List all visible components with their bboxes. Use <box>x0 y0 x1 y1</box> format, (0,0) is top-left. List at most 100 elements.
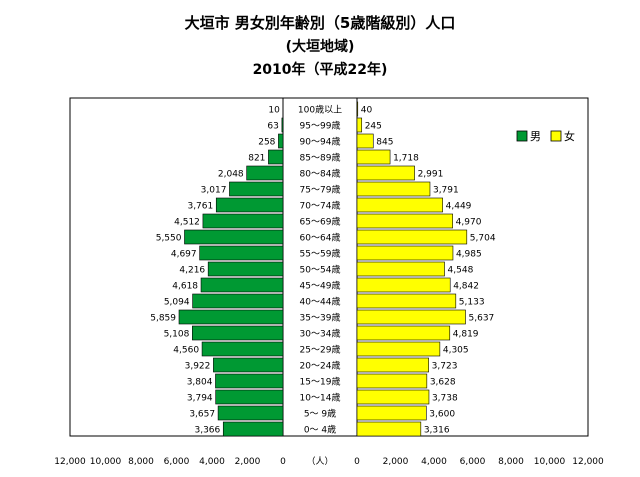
plot-frame <box>69 97 589 437</box>
age-group-label: 15～19歳 <box>300 376 341 388</box>
value-label-male: 3,017 <box>201 186 227 196</box>
x-tick-label-left: 10,000 <box>90 457 122 467</box>
age-group-label: 90～94歳 <box>300 136 341 148</box>
value-label-male: 4,697 <box>171 250 197 260</box>
bar-male <box>215 373 284 389</box>
x-tick-label-left: 0 <box>280 457 286 467</box>
bar-female <box>356 341 441 357</box>
age-group-label: 40～44歳 <box>300 296 341 308</box>
bar-female <box>356 421 422 437</box>
bar-female <box>356 101 359 117</box>
bar-male <box>229 181 284 197</box>
value-label-male: 10 <box>268 106 280 116</box>
bar-male <box>213 357 284 373</box>
bar-female <box>356 245 454 261</box>
age-group-label: 45～49歳 <box>300 280 341 292</box>
value-label-male: 3,794 <box>187 394 213 404</box>
chart-title: 大垣市 男女別年齢別（5歳階級別）人口 <box>185 14 456 32</box>
age-group-label: 100歳以上 <box>298 104 342 116</box>
value-label-female: 40 <box>361 106 373 116</box>
value-label-female: 3,791 <box>433 186 459 196</box>
bar-female <box>356 229 468 245</box>
bar-female <box>356 389 430 405</box>
bar-female <box>356 117 363 133</box>
value-label-female: 5,704 <box>470 234 496 244</box>
value-label-female: 4,970 <box>456 218 482 228</box>
age-group-label: 50～54歳 <box>300 264 341 276</box>
value-label-female: 3,628 <box>430 378 456 388</box>
age-group-label: 55～59歳 <box>300 248 341 260</box>
bar-female <box>356 357 429 373</box>
value-label-male: 4,618 <box>172 282 198 292</box>
value-label-male: 5,550 <box>156 234 182 244</box>
value-label-male: 3,366 <box>194 426 220 436</box>
bar-female <box>356 293 457 309</box>
value-label-male: 3,761 <box>187 202 213 212</box>
x-tick-label-right: 12,000 <box>572 457 604 467</box>
value-label-female: 4,985 <box>456 250 482 260</box>
value-label-male: 5,108 <box>164 330 190 340</box>
x-tick-label-left: 8,000 <box>128 457 154 467</box>
value-label-male: 4,512 <box>174 218 200 228</box>
value-label-female: 2,991 <box>418 170 444 180</box>
age-group-label: 25～29歳 <box>300 344 341 356</box>
bar-male <box>192 293 284 309</box>
value-label-female: 845 <box>376 138 393 148</box>
age-group-label: 80～84歳 <box>300 168 341 180</box>
bar-female <box>356 133 374 149</box>
chart-subtitle-region: (大垣地域) <box>286 38 355 55</box>
x-tick-label-right: 0 <box>354 457 360 467</box>
value-label-female: 4,819 <box>453 330 479 340</box>
age-group-label: 0～ 4歳 <box>304 424 336 436</box>
x-tick-label-left: 12,000 <box>54 457 86 467</box>
value-label-female: 3,600 <box>429 410 455 420</box>
bar-female <box>356 261 445 277</box>
value-label-male: 4,216 <box>179 266 205 276</box>
bar-female <box>356 165 415 181</box>
value-label-male: 4,560 <box>173 346 199 356</box>
bar-female <box>356 325 451 341</box>
bar-male <box>192 325 284 341</box>
bar-male <box>202 213 284 229</box>
value-label-male: 5,859 <box>150 314 176 324</box>
age-group-label: 70～74歳 <box>300 200 341 212</box>
bar-male <box>215 389 284 405</box>
labels-group: 10 40 100歳以上 63 245 95～99歳 258 845 90～94歳 821 1,71… <box>150 104 496 436</box>
value-label-female: 4,842 <box>453 282 479 292</box>
bar-male <box>281 117 284 133</box>
value-label-female: 4,548 <box>448 266 474 276</box>
bar-male <box>207 261 284 277</box>
age-group-label: 30～34歳 <box>300 328 341 340</box>
bar-female <box>356 405 427 421</box>
bar-male <box>278 133 284 149</box>
bar-male <box>268 149 284 165</box>
x-tick-label-right: 8,000 <box>498 457 524 467</box>
value-label-male: 3,922 <box>185 362 211 372</box>
age-group-label: 95～99歳 <box>300 120 341 132</box>
legend-label-male: 男 <box>530 130 541 143</box>
x-tick-label-left: 6,000 <box>164 457 190 467</box>
bar-female <box>356 181 431 197</box>
bar-male <box>217 405 284 421</box>
value-label-female: 5,133 <box>459 298 485 308</box>
bar-female <box>356 373 428 389</box>
bar-male <box>199 245 284 261</box>
bar-female <box>356 277 451 293</box>
x-tick-label-left: 4,000 <box>199 457 225 467</box>
x-tick-label-right: 4,000 <box>421 457 447 467</box>
legend: 男 女 <box>516 129 575 143</box>
value-label-female: 4,305 <box>443 346 469 356</box>
value-label-female: 3,316 <box>424 426 450 436</box>
age-group-label: 5～ 9歳 <box>304 408 336 420</box>
bar-female <box>356 149 391 165</box>
value-label-male: 258 <box>258 138 275 148</box>
value-label-female: 5,637 <box>469 314 495 324</box>
age-group-label: 60～64歳 <box>300 232 341 244</box>
value-label-female: 4,449 <box>446 202 472 212</box>
value-label-female: 3,723 <box>432 362 458 372</box>
value-label-male: 3,804 <box>187 378 213 388</box>
bars-group <box>178 101 468 437</box>
age-group-label: 85～89歳 <box>300 152 341 164</box>
